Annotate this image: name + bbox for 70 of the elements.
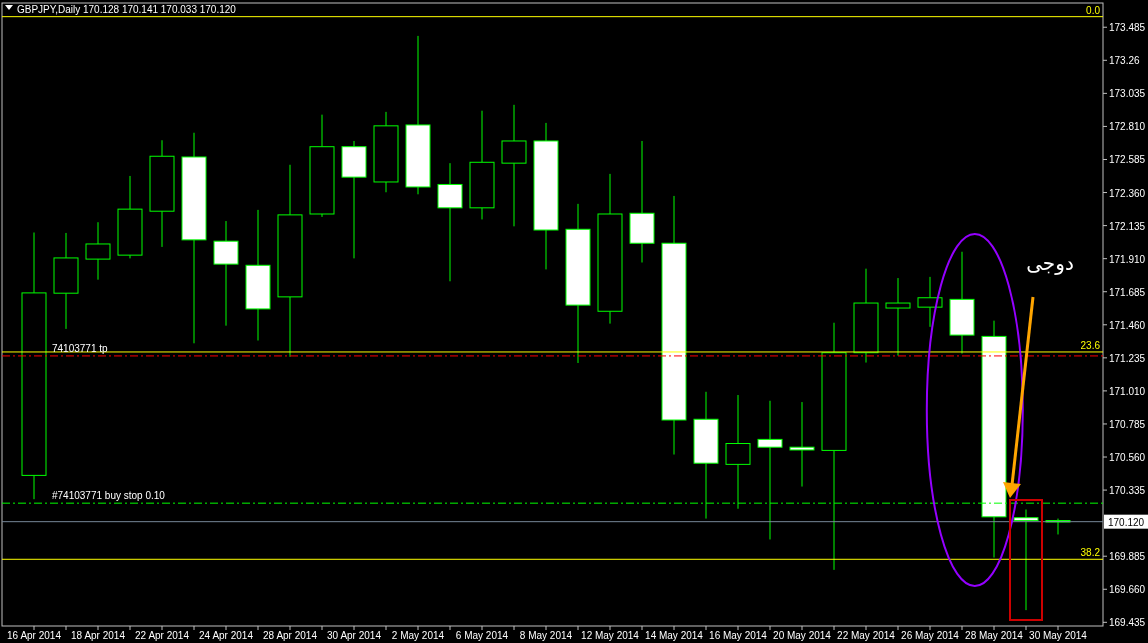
candlestick bbox=[917, 276, 943, 328]
y-tick-label: 171.235 bbox=[1109, 352, 1146, 364]
x-tick-label: 20 May 2014 bbox=[773, 630, 832, 641]
candlestick bbox=[181, 132, 207, 344]
x-tick-label: 6 May 2014 bbox=[455, 630, 509, 641]
ref-line-label: 170.120 bbox=[1108, 516, 1145, 528]
x-tick-label: 30 Apr 2014 bbox=[327, 630, 382, 641]
y-tick-label: 173.26 bbox=[1109, 55, 1141, 67]
candlestick bbox=[21, 232, 47, 500]
x-tick-label: 28 May 2014 bbox=[965, 630, 1024, 641]
candlestick bbox=[213, 220, 239, 327]
candlestick bbox=[405, 35, 431, 195]
candlestick bbox=[117, 175, 143, 259]
candlestick bbox=[501, 104, 527, 227]
candlestick bbox=[885, 277, 911, 357]
x-tick-label: 14 May 2014 bbox=[645, 630, 704, 641]
candlestick bbox=[789, 401, 815, 488]
y-tick-label: 170.335 bbox=[1109, 485, 1146, 497]
candlestick bbox=[277, 164, 303, 358]
x-tick-label: 8 May 2014 bbox=[519, 630, 573, 641]
candlestick bbox=[853, 268, 879, 364]
ref-line-label: 74103771 tp bbox=[52, 342, 109, 354]
x-tick-label: 24 Apr 2014 bbox=[199, 630, 254, 641]
candlestick bbox=[533, 122, 559, 270]
y-tick-label: 170.560 bbox=[1109, 452, 1146, 464]
y-tick-label: 173.035 bbox=[1109, 88, 1146, 100]
candlestick bbox=[949, 251, 975, 355]
candlestick bbox=[373, 111, 399, 193]
x-tick-label: 26 May 2014 bbox=[901, 630, 960, 641]
y-tick-label: 169.435 bbox=[1109, 617, 1146, 629]
candlestick bbox=[437, 162, 463, 282]
y-tick-label: 169.885 bbox=[1109, 551, 1146, 563]
y-tick-label: 173.485 bbox=[1109, 22, 1146, 34]
candlestick bbox=[245, 209, 271, 342]
x-tick-label: 30 May 2014 bbox=[1029, 630, 1088, 641]
x-tick-label: 28 Apr 2014 bbox=[263, 630, 318, 641]
y-tick-label: 170.785 bbox=[1109, 418, 1146, 430]
y-tick-label: 171.010 bbox=[1109, 385, 1146, 397]
candlestick bbox=[309, 114, 335, 218]
y-tick-label: 169.660 bbox=[1109, 584, 1146, 596]
x-tick-label: 18 Apr 2014 bbox=[71, 630, 126, 641]
candlestick bbox=[469, 110, 495, 220]
x-tick-label: 22 Apr 2014 bbox=[135, 630, 190, 641]
candlestick bbox=[149, 139, 175, 248]
y-tick-label: 171.910 bbox=[1109, 253, 1146, 265]
annotation: دوجی bbox=[1026, 251, 1074, 275]
y-tick-label: 172.810 bbox=[1109, 121, 1146, 133]
x-tick-label: 12 May 2014 bbox=[581, 630, 640, 641]
annotation: 38.2 bbox=[1080, 547, 1101, 559]
candlestick bbox=[53, 232, 79, 330]
candlestick bbox=[661, 195, 687, 456]
annotation: 23.6 bbox=[1080, 339, 1101, 351]
candlestick bbox=[85, 221, 111, 281]
y-tick-label: 171.685 bbox=[1109, 286, 1146, 298]
x-tick-label: 16 Apr 2014 bbox=[7, 630, 62, 641]
y-tick-label: 172.135 bbox=[1109, 220, 1146, 232]
chart-title: GBPJPY,Daily 170.128 170.141 170.033 170.120 bbox=[17, 4, 237, 15]
x-tick-label: 16 May 2014 bbox=[709, 630, 768, 641]
candlestick bbox=[629, 140, 655, 263]
annotation: 0.0 bbox=[1086, 4, 1101, 16]
y-tick-label: 172.585 bbox=[1109, 154, 1146, 166]
ref-line-label: #74103771 buy stop 0.10 bbox=[52, 490, 166, 502]
x-tick-label: 22 May 2014 bbox=[837, 630, 896, 641]
y-tick-label: 172.360 bbox=[1109, 187, 1146, 199]
x-tick-label: 2 May 2014 bbox=[391, 630, 445, 641]
y-tick-label: 171.460 bbox=[1109, 319, 1146, 331]
candlestick bbox=[341, 140, 367, 259]
candlestick bbox=[1013, 508, 1039, 611]
candlestick bbox=[565, 203, 591, 364]
candlestick bbox=[597, 173, 623, 325]
